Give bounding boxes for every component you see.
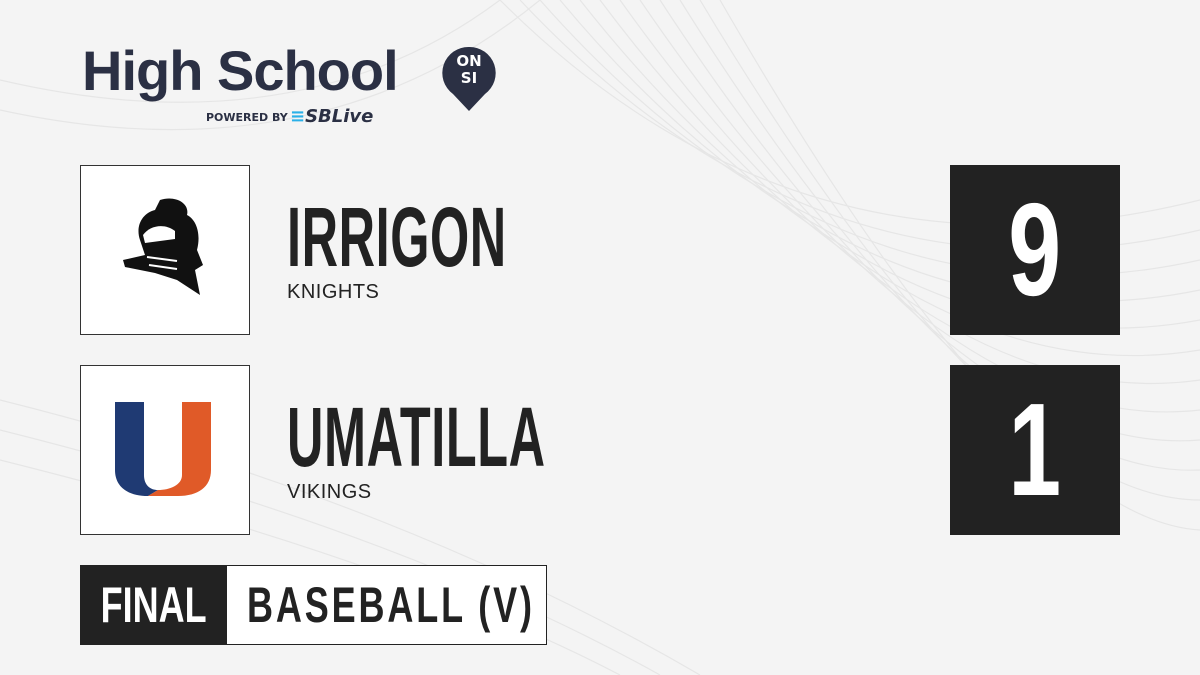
sblive-mark-icon: ≡ xyxy=(290,106,306,127)
team-score: 1 xyxy=(950,365,1120,535)
knight-helmet-icon xyxy=(123,198,203,295)
score-value: 9 xyxy=(1008,176,1062,323)
letter-u-icon xyxy=(115,402,211,496)
on-si-pin-icon xyxy=(442,46,496,111)
brand-title: High School xyxy=(82,39,399,102)
team-score: 9 xyxy=(950,165,1120,335)
team-logo-umatilla xyxy=(80,365,250,535)
sblive-logo: ≡SBLive xyxy=(290,106,373,128)
sport-label: BASEBALL (V) xyxy=(247,577,535,633)
team-mascot: VIKINGS xyxy=(287,481,372,503)
powered-by-label: POWERED BY xyxy=(206,111,288,124)
sport-label-box: BASEBALL (V) xyxy=(227,566,647,644)
final-label: FINAL xyxy=(101,577,208,633)
team-mascot: KNIGHTS xyxy=(287,281,380,303)
sblive-text: SBLive xyxy=(305,106,374,127)
team-name: IRRIGON xyxy=(287,190,507,284)
final-badge: FINAL xyxy=(81,566,227,644)
team-name: UMATILLA xyxy=(287,390,546,484)
game-status-bar: FINAL BASEBALL (V) xyxy=(80,565,547,645)
on-si-badge-text: ON SI xyxy=(456,52,482,87)
team-logo-irrigon xyxy=(80,165,250,335)
score-value: 1 xyxy=(1008,376,1062,523)
